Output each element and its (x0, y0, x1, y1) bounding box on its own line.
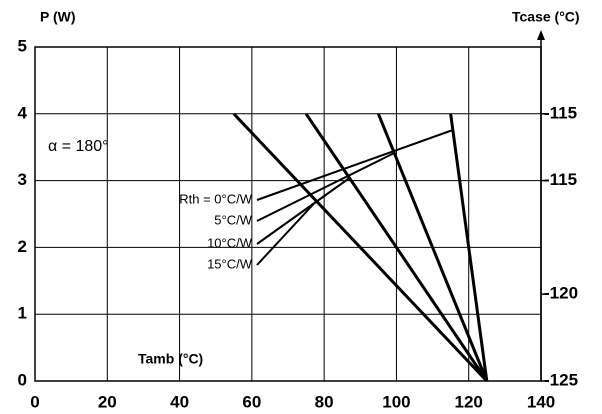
annotation: α = 180° (48, 138, 109, 155)
x-tick-label: 60 (242, 392, 261, 411)
x-tick-label: 100 (382, 392, 410, 411)
leader-line (256, 200, 318, 266)
y2-tick-label: -120 (544, 284, 578, 303)
x-tick-label: 0 (30, 392, 39, 411)
y-tick-label: 1 (18, 304, 27, 323)
x-tick-label: 20 (98, 392, 117, 411)
x-axis-title: Tamb (°C) (138, 351, 203, 367)
leader-line (256, 152, 395, 222)
series-line (376, 113, 489, 382)
plot-frame (34, 46, 542, 382)
axis-arrow (537, 30, 545, 40)
legend-label: 5°C/W (214, 212, 252, 227)
y2-tick-label: -115 (544, 103, 577, 122)
leader-line (256, 129, 454, 201)
x-tick-label: 120 (455, 392, 483, 411)
legend-label: Rth = 0°C/W (179, 191, 252, 206)
y-tick-label: 3 (18, 170, 27, 189)
series-line (449, 113, 489, 382)
y-axis-title: P (W) (40, 9, 76, 25)
y2-tick-label: -115 (544, 170, 577, 189)
x-tick-label: 80 (315, 392, 334, 411)
x-tick-label: 140 (527, 392, 555, 411)
legend-label: 10°C/W (207, 235, 253, 250)
x-tick-label: 40 (170, 392, 189, 411)
series-line (304, 112, 489, 382)
y2-tick-label: -125 (544, 370, 578, 389)
y-tick-label: 5 (18, 36, 27, 55)
leader-line (256, 177, 351, 245)
series-line (232, 112, 488, 383)
y-tick-label: 2 (18, 237, 27, 256)
y-tick-label: 0 (18, 370, 27, 389)
legend-label: 15°C/W (207, 256, 253, 271)
y-tick-label: 4 (18, 103, 28, 122)
y2-axis-title: Tcase (°C) (512, 9, 580, 25)
